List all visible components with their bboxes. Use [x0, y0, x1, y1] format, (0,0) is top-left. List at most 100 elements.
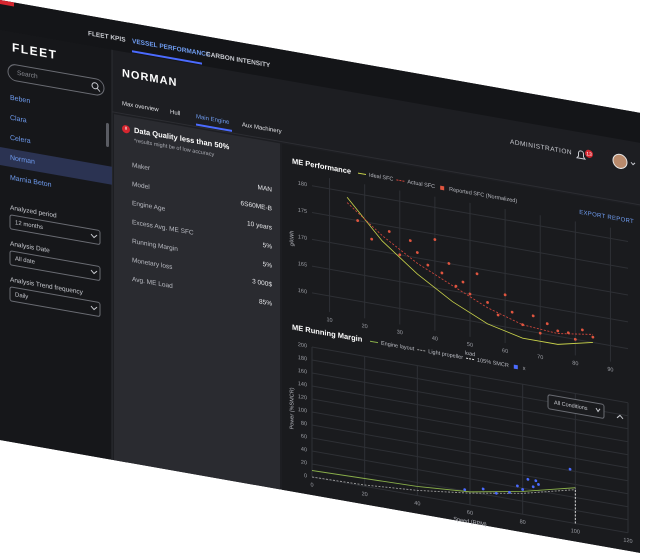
data-point: [510, 310, 514, 314]
y-tick-label: 40: [301, 447, 307, 454]
collapse-icon[interactable]: [616, 414, 624, 420]
data-point: [538, 331, 542, 335]
search-icon: [96, 87, 101, 92]
bell-icon[interactable]: [576, 150, 586, 160]
vessel-tab[interactable]: Hull: [170, 110, 180, 118]
data-point: [370, 237, 374, 241]
filter-select[interactable]: [9, 286, 101, 317]
x-tick-label: 10: [327, 317, 333, 324]
chevron-icon: [630, 161, 636, 166]
filter-value: Daily: [15, 292, 28, 300]
y-tick-label: 200: [298, 342, 307, 350]
x-tick-label: 20: [362, 491, 368, 498]
data-point: [568, 467, 572, 471]
detail-label: Maker: [132, 162, 151, 172]
legend-swatch: [440, 185, 445, 191]
legend-swatch: [396, 179, 405, 182]
top-bar: [0, 0, 640, 143]
y-tick-label: 165: [298, 261, 307, 269]
search-icon: [91, 82, 99, 90]
data-point: [454, 284, 458, 288]
detail-value: 85%: [259, 298, 272, 307]
data-point: [387, 230, 391, 233]
data-point: [475, 272, 479, 276]
filter-value: 12 months: [15, 220, 43, 231]
filter-select[interactable]: [9, 250, 101, 281]
x-tick-label: 120: [623, 537, 632, 545]
y-tick-label: 60: [301, 434, 307, 441]
detail-label: Model: [132, 181, 150, 191]
data-line: [346, 202, 593, 335]
y-tick-label: 80: [301, 421, 307, 428]
conditions-dropdown[interactable]: [547, 394, 605, 419]
vessel-item[interactable]: Beben: [10, 95, 30, 106]
chevron-icon: [90, 269, 98, 275]
x-tick-label: 80: [572, 360, 578, 367]
data-point: [521, 323, 525, 327]
y-tick-label: 140: [298, 381, 307, 389]
filter-select[interactable]: [9, 214, 101, 245]
data-point: [573, 337, 577, 341]
data-line: [311, 476, 576, 494]
data-point: [591, 335, 595, 339]
detail-value: 5%: [263, 261, 273, 270]
y-tick-label: 100: [298, 407, 307, 415]
data-point: [415, 251, 419, 254]
brand-mark: [0, 0, 14, 7]
divider: [112, 111, 640, 206]
legend-label: Actual SFC: [407, 179, 435, 190]
x-tick-label: 90: [607, 367, 613, 374]
y-tick-label: 175: [298, 208, 307, 216]
warning-icon: [125, 126, 127, 130]
vessel-item[interactable]: Norman: [10, 155, 35, 166]
notification-badge: [585, 149, 593, 158]
data-point: [545, 322, 549, 326]
vessel-item[interactable]: Clara: [10, 115, 27, 125]
data-point: [531, 314, 535, 318]
search-box[interactable]: [7, 63, 105, 96]
y-tick-label: 160: [298, 368, 307, 376]
dropdown-value: All Conditions: [554, 400, 588, 412]
data-point: [503, 293, 507, 297]
filter-value: All date: [15, 256, 36, 266]
data-point: [566, 331, 570, 335]
data-point: [408, 239, 412, 243]
legend-label: Ideal SFC: [369, 173, 393, 183]
vessel-tab[interactable]: Main Engine: [196, 114, 230, 126]
data-point: [486, 301, 489, 304]
data-point: [433, 238, 437, 241]
detail-value: 3 000$: [252, 278, 272, 289]
legend-swatch: [370, 340, 378, 344]
scrollbar: [106, 122, 109, 147]
legend-swatch: [417, 349, 426, 352]
avatar[interactable]: [612, 153, 628, 169]
y-tick-label: 170: [298, 234, 307, 242]
y-tick-label: 160: [298, 288, 307, 296]
active-tab-underline: [132, 50, 202, 65]
data-point: [356, 219, 360, 223]
data-point: [447, 262, 451, 265]
data-point: [463, 488, 467, 492]
x-tick-label: 40: [432, 336, 438, 343]
data-point: [556, 329, 560, 333]
data-line: [311, 470, 576, 493]
data-point: [468, 292, 472, 296]
data-point: [481, 487, 485, 491]
active-tab-underline: [196, 123, 232, 132]
x-tick-label: 20: [362, 323, 368, 330]
legend-swatch: [513, 364, 518, 370]
legend-label: 105% SMCR: [477, 358, 509, 370]
data-point: [508, 490, 511, 494]
data-point: [494, 491, 498, 495]
data-point: [440, 271, 444, 275]
selected-vessel: [0, 147, 112, 185]
y-tick-label: 0: [304, 473, 307, 479]
data-point: [580, 328, 584, 332]
data-point: [531, 485, 535, 489]
vessel-item[interactable]: Celera: [10, 135, 31, 146]
x-tick-label: 80: [520, 519, 526, 526]
data-point: [537, 483, 540, 486]
detail-value: 10 years: [247, 220, 273, 231]
